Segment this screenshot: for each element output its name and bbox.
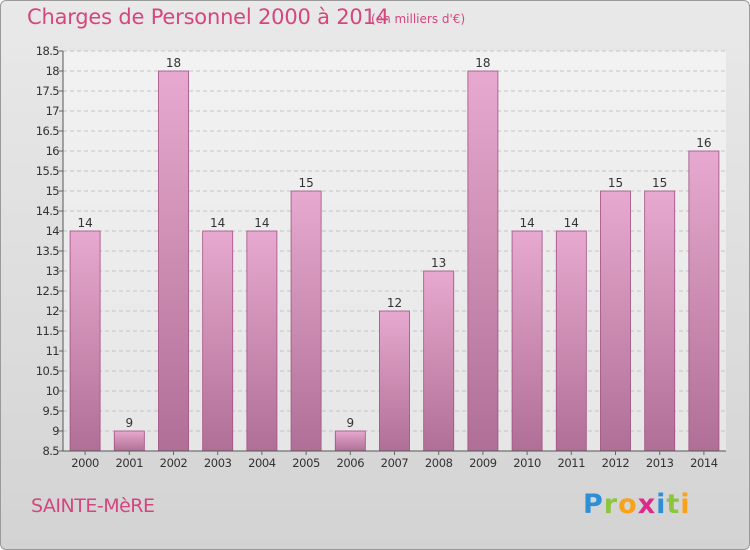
bar-value-label: 14 (77, 216, 92, 230)
bar (69, 230, 101, 452)
bar (555, 230, 587, 452)
bar (467, 70, 499, 452)
y-tick-label: 10.5 (36, 364, 59, 378)
x-tick-label: 2007 (381, 456, 409, 470)
logo-letter: P (583, 489, 604, 520)
y-tick-label: 12.5 (36, 284, 59, 298)
y-tick-label: 13 (46, 264, 60, 278)
bar (423, 270, 455, 452)
x-tick-label: 2004 (248, 456, 276, 470)
bar (644, 190, 676, 452)
bar-value-label: 15 (608, 176, 623, 190)
bar (600, 190, 631, 452)
y-tick-label: 8.5 (43, 444, 60, 458)
y-tick-label: 11 (46, 344, 60, 358)
logo-letter: i (680, 489, 691, 520)
x-tick-label: 2014 (690, 456, 718, 470)
logo-letter: i (656, 489, 667, 520)
y-tick-label: 18.5 (36, 44, 59, 58)
x-tick-label: 2013 (646, 456, 674, 470)
bar-value-label: 16 (696, 136, 711, 150)
x-tick-label: 2009 (469, 456, 497, 470)
logo-letter: r (603, 489, 619, 520)
bar-value-label: 14 (519, 216, 534, 230)
bar (334, 430, 366, 452)
bar-value-label: 9 (125, 416, 133, 430)
y-tick-label: 17.5 (36, 84, 59, 98)
x-tick-label: 2003 (204, 456, 232, 470)
x-tick-label: 2011 (557, 456, 585, 470)
logo-letter: x (637, 489, 657, 520)
bar-value-label: 14 (254, 216, 269, 230)
logo-letter: o (618, 489, 638, 520)
y-tick-label: 14.5 (36, 204, 59, 218)
bar-value-label: 15 (652, 176, 667, 190)
y-tick-label: 16 (46, 144, 60, 158)
y-tick-label: 9.5 (43, 404, 60, 418)
y-tick-label: 14 (46, 224, 60, 238)
x-tick-label: 2000 (71, 456, 99, 470)
y-tick-label: 10 (46, 384, 60, 398)
x-tick-label: 2008 (425, 456, 453, 470)
bar-value-label: 18 (166, 56, 181, 70)
y-tick-label: 11.5 (36, 324, 59, 338)
bar (688, 150, 720, 452)
chart-subtitle: (en milliers d'€) (371, 12, 466, 26)
y-tick-label: 13.5 (36, 244, 59, 258)
bar-series (69, 70, 720, 452)
x-tick-label: 2001 (115, 456, 143, 470)
bar (290, 190, 322, 452)
bar (511, 230, 543, 452)
bar-value-label: 9 (346, 416, 354, 430)
y-tick-label: 12 (46, 304, 60, 318)
x-tick-label: 2010 (513, 456, 541, 470)
chart-title: Charges de Personnel 2000 à 2014 (27, 5, 389, 29)
town-name: SAINTE-MèRE (31, 495, 155, 517)
bar (246, 230, 278, 452)
bar-value-label: 13 (431, 256, 446, 270)
bar (379, 310, 410, 452)
tick-labels: 8.5 9 9.5 10 10.5 11 11.5 12 12.5 13 13.5 14 14.5 15 1… (36, 44, 718, 470)
bar-value-label: 15 (298, 176, 313, 190)
y-tick-label: 17 (46, 104, 60, 118)
y-tick-label: 9 (52, 424, 59, 438)
bar (113, 430, 145, 452)
axes (59, 50, 726, 455)
bar-value-label: 14 (210, 216, 225, 230)
bar-value-label: 18 (475, 56, 490, 70)
bar-value-label: 12 (387, 296, 402, 310)
x-tick-label: 2012 (602, 456, 630, 470)
logo-letter: t (666, 489, 681, 520)
proxiti-logo: Proxiti (583, 489, 691, 520)
y-tick-label: 18 (46, 64, 60, 78)
x-tick-label: 2005 (292, 456, 320, 470)
x-tick-label: 2002 (160, 456, 188, 470)
x-tick-label: 2006 (336, 456, 364, 470)
bar (202, 230, 234, 452)
bar-value-label: 14 (564, 216, 579, 230)
y-tick-label: 15 (46, 184, 60, 198)
bar (158, 70, 189, 452)
y-tick-label: 15.5 (36, 164, 59, 178)
y-tick-label: 16.5 (36, 124, 59, 138)
